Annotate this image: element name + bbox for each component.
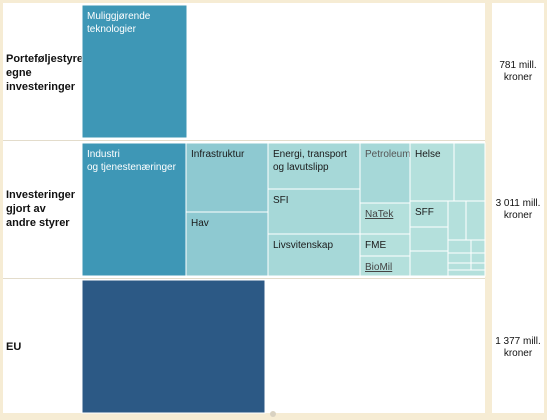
treemap-rect[interactable] xyxy=(267,233,361,277)
treemap-label: og lavutslipp xyxy=(273,162,329,173)
treemap-label: Hav xyxy=(191,218,209,229)
row-divider xyxy=(3,278,485,279)
row-divider xyxy=(3,140,485,141)
treemap-cell-small[interactable] xyxy=(470,252,486,264)
row-label-eu: EU xyxy=(6,341,22,353)
treemap-label: Livsvitenskap xyxy=(273,240,333,251)
treemap-cell-infrastruktur[interactable]: Infrastruktur xyxy=(185,142,269,213)
treemap-cell-hav[interactable]: Hav xyxy=(185,211,269,277)
treemap-rect[interactable] xyxy=(267,188,361,235)
treemap-rect[interactable] xyxy=(81,4,188,139)
treemap-label: Muliggjørende xyxy=(87,11,151,22)
total-portfolio: 781 mill. kroner xyxy=(499,60,537,83)
treemap-label: NaTek xyxy=(365,209,394,220)
treemap-rect[interactable] xyxy=(185,142,269,213)
treemap-cell-small[interactable] xyxy=(409,226,449,252)
treemap-cell-small[interactable] xyxy=(447,269,486,277)
treemap-rect[interactable] xyxy=(81,279,266,414)
treemap-cell-sff[interactable]: SFF xyxy=(409,200,449,228)
treemap-cell-small[interactable] xyxy=(453,142,486,202)
treemap-cell-small[interactable] xyxy=(447,239,472,254)
treemap-rect[interactable] xyxy=(81,142,187,277)
treemap-rect[interactable] xyxy=(359,202,411,235)
treemap-label: Industri xyxy=(87,149,120,160)
treemap-label: Energi, transport xyxy=(273,149,347,160)
treemap-label: og tjenestenæringer xyxy=(87,162,177,173)
treemap-rect[interactable] xyxy=(409,200,449,228)
treemap-cell-biomil[interactable]: BioMil xyxy=(359,255,411,277)
treemap-cell-small[interactable] xyxy=(447,252,472,264)
treemap-cell-energi-transport-og-lavutslipp[interactable]: Energi, transport og lavutslipp xyxy=(267,142,361,190)
treemap-cell-small[interactable] xyxy=(447,200,467,241)
treemap-cell-muliggjorende-teknologier[interactable]: Muliggjørende teknologier xyxy=(81,4,188,139)
treemap-cell-helse[interactable]: Helse xyxy=(409,142,455,202)
treemap-label: teknologier xyxy=(87,24,137,35)
treemap-cell-eu-block[interactable] xyxy=(81,279,266,414)
treemap-cell-small[interactable] xyxy=(470,239,486,254)
treemap-label: Helse xyxy=(415,149,441,160)
treemap-cell-sfi[interactable]: SFI xyxy=(267,188,361,235)
scroll-indicator[interactable] xyxy=(270,411,276,417)
treemap-label: FME xyxy=(365,240,386,251)
treemap-cell-fme[interactable]: FME xyxy=(359,233,411,257)
total-eu: 1 377 mill. kroner xyxy=(495,336,541,359)
treemap-label: SFI xyxy=(273,195,289,206)
treemap-cell-natek[interactable]: NaTek xyxy=(359,202,411,235)
treemap-rect[interactable] xyxy=(267,142,361,190)
treemap-cell-small[interactable] xyxy=(470,262,486,271)
treemap-cell-livsvitenskap[interactable]: Livsvitenskap xyxy=(267,233,361,277)
treemap-cell-small[interactable] xyxy=(465,200,486,241)
treemap-label: SFF xyxy=(415,207,434,218)
totals-panel xyxy=(492,3,544,413)
treemap-cell-petroleum[interactable]: Petroleum xyxy=(359,142,411,204)
total-other-boards: 3 011 mill. kroner xyxy=(495,198,541,221)
treemap-cell-small[interactable] xyxy=(409,250,449,277)
treemap-rect[interactable] xyxy=(185,211,269,277)
treemap-cell-small[interactable] xyxy=(447,262,472,271)
treemap-label: Infrastruktur xyxy=(191,149,245,160)
treemap-cell-industri-og-tjenestenaeringer[interactable]: Industri og tjenestenæringer xyxy=(81,142,187,277)
treemap-label: Petroleum xyxy=(365,149,411,160)
row-label-portfolio: Porteføljestyrets egne investeringer xyxy=(6,53,93,93)
treemap-rect[interactable] xyxy=(359,142,411,204)
treemap-label: BioMil xyxy=(365,262,392,273)
row-label-other-boards: Investeringer gjort av andre styrer xyxy=(6,189,76,229)
